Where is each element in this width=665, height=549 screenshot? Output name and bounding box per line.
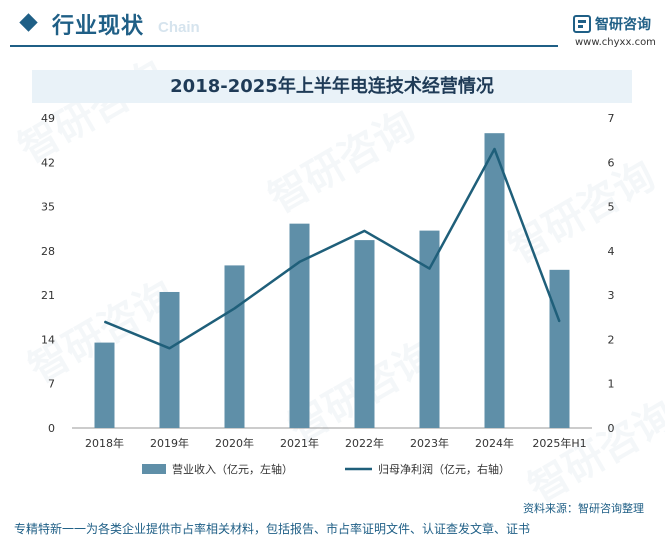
x-tick-label: 2018年: [85, 436, 124, 450]
x-tick-label: 2021年: [280, 436, 319, 450]
y-right-tick-label: 2: [608, 333, 615, 346]
y-right-tick-label: 1: [608, 378, 615, 391]
y-right-tick-label: 0: [608, 422, 615, 435]
net-profit-point: [169, 347, 170, 349]
revenue-bar: [484, 133, 505, 429]
y-right-tick-label: 4: [608, 245, 615, 258]
net-profit-point: [299, 261, 300, 263]
revenue-bar: [159, 291, 180, 428]
section-title: 行业现状: [52, 14, 145, 39]
y-left-tick-label: 7: [48, 378, 55, 391]
revenue-bar: [354, 240, 375, 428]
net-profit-point: [494, 148, 495, 150]
section-title-en: Chain: [158, 19, 200, 36]
net-profit-point: [364, 230, 365, 232]
y-right-tick-label: 7: [608, 112, 615, 125]
x-tick-label: 2022年: [345, 436, 384, 450]
x-tick-label: 2019年: [150, 436, 189, 450]
revenue-bar: [94, 342, 115, 428]
revenue-bar: [549, 269, 570, 428]
chart-title-bar: 2018-2025年上半年电连技术经营情况: [32, 70, 632, 103]
y-left-tick-label: 21: [41, 289, 55, 302]
y-left-tick-label: 42: [41, 156, 55, 169]
y-right-tick-label: 6: [608, 156, 615, 169]
page-header: 行业现状 Chain 智研咨询 www.chyxx.com: [0, 0, 665, 50]
revenue-bar: [224, 265, 245, 428]
chart-title: 2018-2025年上半年电连技术经营情况: [170, 76, 494, 97]
x-tick-label: 2024年: [475, 436, 514, 450]
net-profit-point: [429, 268, 430, 270]
source-note: 资料来源：智研咨询整理: [523, 502, 644, 515]
x-tick-label: 2025年H1: [532, 436, 586, 450]
x-tick-label: 2023年: [410, 436, 449, 450]
legend-label-net-profit: 归母净利润（亿元，右轴）: [378, 462, 510, 476]
legend-label-revenue: 营业收入（亿元，左轴）: [172, 462, 293, 476]
revenue-bar: [289, 223, 310, 428]
header-divider: [10, 45, 558, 47]
net-profit-point: [104, 321, 105, 323]
y-left-tick-label: 35: [41, 201, 55, 214]
y-left-tick-label: 49: [41, 112, 55, 125]
net-profit-point: [559, 321, 560, 323]
x-tick-label: 2020年: [215, 436, 254, 450]
y-right-tick-label: 3: [608, 289, 615, 302]
y-left-tick-label: 0: [48, 422, 55, 435]
brand-name: 智研咨询: [595, 17, 651, 33]
y-right-tick-label: 5: [608, 201, 615, 214]
legend-swatch-revenue: [142, 464, 166, 474]
footer-slogan: 专精特新一一为各类企业提供市占率相关材料，包括报告、市占率证明文件、认证查发文章…: [14, 522, 531, 536]
brand-url: www.chyxx.com: [575, 37, 656, 48]
net-profit-line: [104, 147, 561, 350]
net-profit-point: [234, 307, 235, 309]
revenue-bar: [419, 230, 440, 428]
y-left-tick-label: 28: [41, 245, 55, 258]
y-left-tick-label: 14: [41, 333, 55, 346]
brand-logo-icon: [573, 15, 591, 33]
